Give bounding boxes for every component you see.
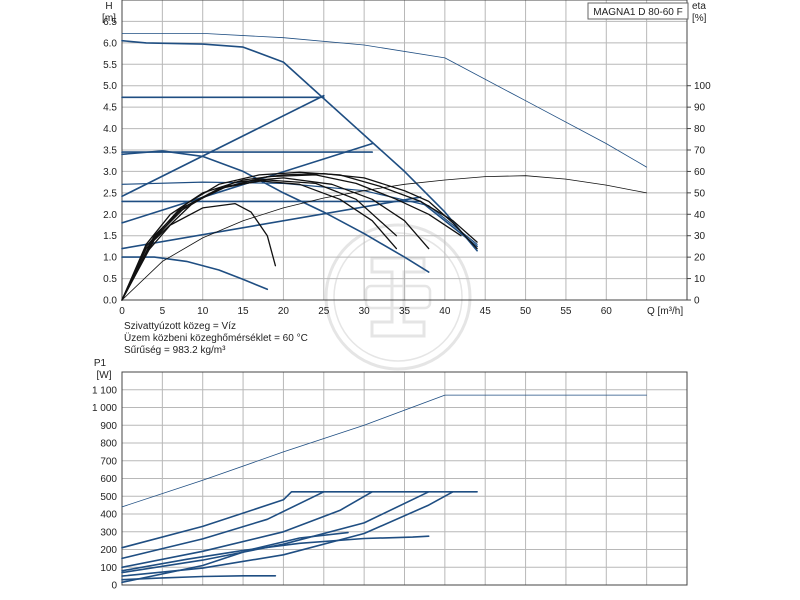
eta-tick-label: 10 — [694, 274, 706, 285]
power-tick-label: 100 — [100, 563, 117, 574]
power-series-line-1 — [121, 491, 478, 549]
medium-notes: Szivattyúzott közeg = Víz Üzem közbeni k… — [124, 321, 308, 356]
q-tick-label: 40 — [439, 306, 451, 317]
head-y-ticks: 0.0 0.5 1.0 1.5 2.0 2.5 3.0 3.5 4.0 4.5 5.0 5.5 6.0 6… — [103, 17, 117, 307]
power-axis-unit: [W] — [97, 370, 112, 381]
power-series-line-7 — [121, 575, 277, 581]
eta-tick-label: 70 — [694, 146, 706, 157]
power-tick-label: 800 — [100, 439, 117, 450]
eta-tick-label: 40 — [694, 210, 706, 221]
q-tick-label: 50 — [520, 306, 532, 317]
q-axis-label: Q [m³/h] — [647, 306, 683, 317]
power-series-line-8 — [121, 531, 349, 584]
eta-y-ticks: 0 10 20 30 40 50 60 70 80 90 100 — [687, 81, 711, 307]
power-tick-label: 1 000 — [92, 403, 117, 414]
eta-tick-label: 60 — [694, 167, 706, 178]
q-tick-label: 15 — [238, 306, 250, 317]
power-axis-label: P1 — [94, 358, 107, 369]
q-tick-label: 25 — [318, 306, 330, 317]
eta-axis-label: eta — [692, 1, 706, 12]
head-series-line-18 — [121, 175, 647, 301]
chart-title: MAGNA1 D 80-60 F — [593, 7, 682, 18]
head-series-line-17 — [121, 202, 277, 301]
power-plot-frame — [121, 371, 688, 586]
power-tick-label: 400 — [100, 510, 117, 521]
power-series-line-2 — [121, 491, 325, 560]
q-tick-label: 5 — [160, 306, 166, 317]
power-tick-label: 300 — [100, 527, 117, 538]
q-tick-label: 30 — [359, 306, 371, 317]
eta-tick-label: 30 — [694, 231, 706, 242]
q-tick-label: 0 — [119, 306, 125, 317]
power-tick-label: 700 — [100, 456, 117, 467]
q-tick-label: 55 — [560, 306, 572, 317]
q-tick-label: 20 — [278, 306, 290, 317]
note-density: Sűrűség = 983.2 kg/m³ — [124, 345, 226, 356]
eta-axis-unit: [%] — [692, 13, 707, 24]
power-y-ticks: 0 100 200 300 400 500 600 700 800 900 1 000 1 100 — [92, 385, 117, 591]
q-x-ticks: 0 5 10 15 20 25 30 35 40 45 50 55 60 — [119, 306, 612, 317]
eta-tick-label: 80 — [694, 124, 706, 135]
power-curves — [121, 394, 647, 584]
head-tick-label: 2.5 — [103, 188, 117, 199]
q-tick-label: 10 — [197, 306, 209, 317]
head-tick-label: 0.5 — [103, 274, 117, 285]
head-series-line-8 — [121, 256, 269, 291]
power-tick-label: 1 100 — [92, 385, 117, 396]
head-tick-label: 5.5 — [103, 60, 117, 71]
head-tick-label: 1.0 — [103, 253, 117, 264]
head-tick-label: 5.0 — [103, 81, 117, 92]
head-series-line-4 — [121, 94, 325, 198]
head-tick-label: 3.0 — [103, 167, 117, 178]
q-tick-label: 60 — [601, 306, 613, 317]
head-curves — [121, 33, 647, 301]
head-tick-label: 6.0 — [103, 38, 117, 49]
head-series-line-14 — [121, 177, 430, 301]
head-tick-label: 2.0 — [103, 210, 117, 221]
head-grid — [122, 0, 687, 300]
power-series-line-4 — [121, 491, 430, 574]
head-axis-label: H — [105, 1, 112, 12]
eta-tick-label: 90 — [694, 103, 706, 114]
power-series-line-5 — [121, 491, 454, 577]
head-series-line-16 — [121, 179, 398, 301]
head-tick-label: 6.5 — [103, 17, 117, 28]
head-tick-label: 3.5 — [103, 146, 117, 157]
eta-tick-label: 20 — [694, 253, 706, 264]
power-series-line-3 — [121, 491, 373, 569]
power-tick-label: 600 — [100, 474, 117, 485]
title-box — [587, 2, 689, 20]
head-series-line-10 — [121, 33, 647, 168]
head-eta-chart: 0.0 0.5 1.0 1.5 2.0 2.5 3.0 3.5 4.0 4.5 5.0 5.5 6.0 6… — [102, 0, 711, 317]
power-grid — [122, 372, 687, 585]
q-tick-label: 45 — [480, 306, 492, 317]
head-tick-label: 4.5 — [103, 103, 117, 114]
head-tick-label: 0.0 — [103, 296, 117, 307]
power-series-line-0 — [121, 394, 647, 508]
note-temperature: Üzem közbeni közeghőmérséklet = 60 °C — [124, 332, 308, 344]
head-series-line-7 — [121, 150, 430, 273]
power-tick-label: 0 — [111, 581, 117, 592]
head-axis-unit: [m] — [102, 13, 116, 24]
head-tick-label: 1.5 — [103, 231, 117, 242]
head-series-line-0 — [121, 39, 478, 252]
power-series-line-6 — [121, 535, 430, 572]
power-tick-label: 500 — [100, 492, 117, 503]
power-chart: 0 100 200 300 400 500 600 700 800 900 1 000 1 100 P… — [92, 358, 688, 592]
eta-tick-label: 50 — [694, 188, 706, 199]
head-series-line-11 — [121, 172, 478, 301]
eta-tick-label: 0 — [694, 296, 700, 307]
power-tick-label: 200 — [100, 545, 117, 556]
head-tick-label: 4.0 — [103, 124, 117, 135]
power-tick-label: 900 — [100, 421, 117, 432]
note-medium: Szivattyúzott közeg = Víz — [124, 321, 236, 332]
q-tick-label: 35 — [399, 306, 411, 317]
watermark-logo — [324, 223, 472, 371]
head-series-line-6 — [121, 196, 422, 250]
eta-tick-label: 100 — [694, 81, 711, 92]
